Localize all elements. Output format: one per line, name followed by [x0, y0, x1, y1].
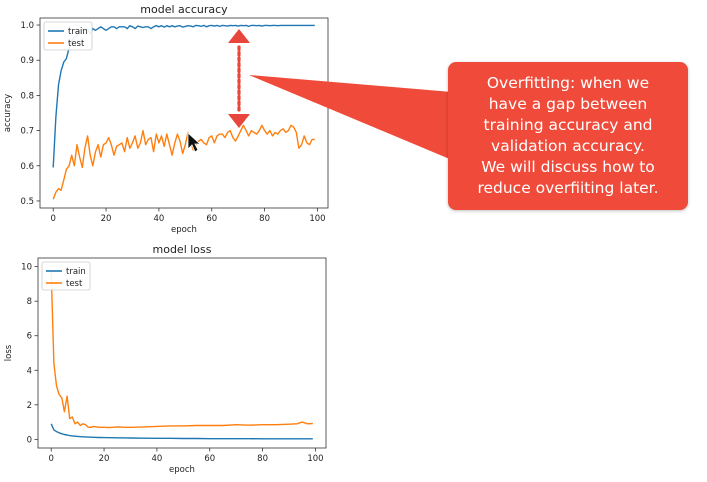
x-axis-label: epoch [169, 465, 195, 475]
gap-arrow-head-down [228, 114, 250, 128]
gap-arrow-head-up [228, 29, 250, 43]
callout-line: validation accuracy. [491, 137, 645, 155]
y-tick-label: 1.0 [20, 21, 34, 31]
y-tick-label: 4 [27, 366, 32, 376]
series-line-test [50, 271, 313, 429]
y-tick-label: 0.7 [20, 127, 34, 137]
callout-line: training accuracy and [483, 116, 653, 134]
x-tick-label: 20 [101, 214, 112, 224]
legend-label-train: train [66, 267, 86, 277]
callout-pointer [249, 75, 452, 160]
y-axis-label: loss [4, 344, 14, 361]
y-tick-label: 6 [27, 332, 32, 342]
accuracy-chart: model accuracy 0 20 40 60 80 100 0.5 0.6 0.7 0.8 0.… [3, 3, 329, 235]
y-axis-label: accuracy [3, 94, 13, 132]
x-tick-label: 0 [49, 454, 54, 464]
y-tick-label: 0.5 [20, 197, 34, 207]
x-tick-label: 100 [307, 454, 323, 464]
x-tick-label: 20 [99, 454, 110, 464]
chart-title: model loss [153, 243, 212, 256]
x-tick-label: 80 [259, 214, 270, 224]
overfitting-annotation [187, 29, 452, 160]
chart-title: model accuracy [140, 3, 228, 16]
series-line-train [50, 423, 313, 440]
x-tick-label: 60 [206, 214, 217, 224]
legend-label-train: train [68, 27, 88, 37]
y-tick-label: 2 [27, 401, 32, 411]
y-tick-label: 0.9 [20, 56, 34, 66]
legend-label-test: test [68, 39, 85, 49]
series-line-test [52, 124, 315, 200]
x-axis-label: epoch [171, 225, 197, 235]
x-tick-label: 100 [309, 214, 325, 224]
legend-label-test: test [66, 279, 83, 289]
callout-text: Overfitting: when we have a gap between … [454, 73, 682, 199]
x-tick-label: 80 [257, 454, 268, 464]
callout-line: have a gap between [488, 95, 648, 113]
mouse-cursor-icon [187, 132, 202, 153]
series-line-train [52, 24, 315, 168]
callout-line: Overfitting: when we [486, 74, 650, 92]
x-tick-label: 40 [151, 454, 162, 464]
y-tick-label: 8 [27, 297, 32, 307]
y-tick-label: 10 [21, 263, 32, 273]
y-tick-label: 0.8 [20, 91, 34, 101]
x-tick-label: 60 [204, 454, 215, 464]
overfitting-callout: Overfitting: when we have a gap between … [448, 62, 688, 210]
y-tick-label: 0 [27, 435, 32, 445]
callout-line: We will discuss how to [481, 158, 655, 176]
loss-chart: model loss 0 20 40 60 80 100 0 2 4 6 8 10 epoch loss tr… [4, 243, 327, 475]
y-tick-label: 0.6 [20, 162, 34, 172]
callout-line: reduce overfiiting later. [477, 179, 659, 197]
x-tick-label: 40 [153, 214, 164, 224]
x-tick-label: 0 [51, 214, 56, 224]
